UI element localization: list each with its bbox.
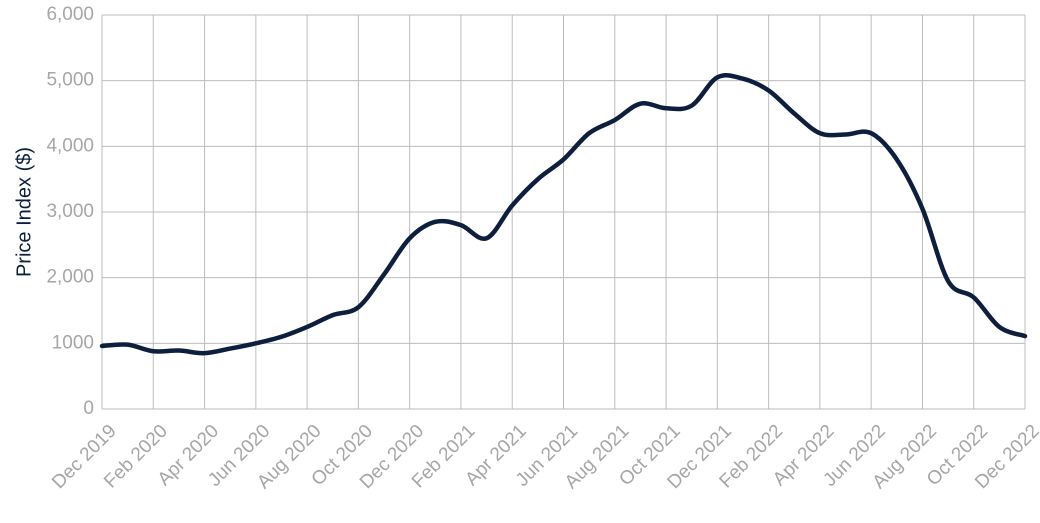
- y-tick-label: 6,000: [46, 4, 94, 25]
- y-axis-label: Price Index ($): [13, 147, 35, 277]
- y-tick-label: 1000: [52, 332, 94, 353]
- y-tick-label: 0: [83, 398, 94, 419]
- y-tick-label: 2,000: [46, 267, 94, 288]
- y-tick-label: 5,000: [46, 70, 94, 91]
- data-line: [99, 73, 1028, 356]
- y-tick-label: 3,000: [46, 201, 94, 222]
- y-tick-label: 4,000: [46, 135, 94, 156]
